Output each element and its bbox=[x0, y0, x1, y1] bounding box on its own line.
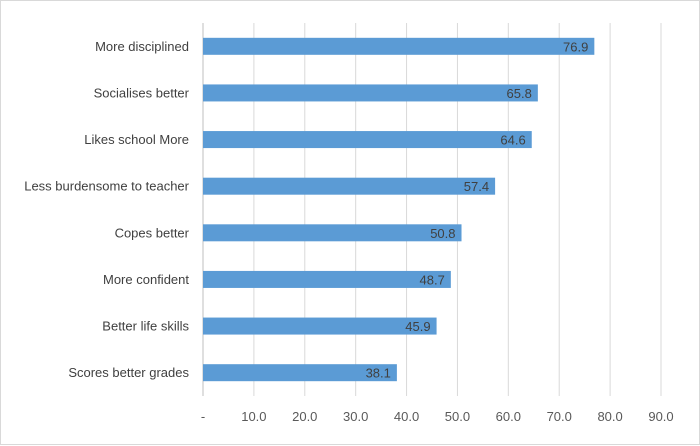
data-label: 64.6 bbox=[500, 133, 525, 148]
x-tick-label: 80.0 bbox=[597, 409, 622, 424]
x-tick-label: 70.0 bbox=[547, 409, 572, 424]
gridlines bbox=[202, 23, 662, 396]
data-label: 76.9 bbox=[563, 39, 588, 54]
category-label: Likes school More bbox=[84, 132, 189, 147]
bar bbox=[203, 270, 451, 288]
data-label: 45.9 bbox=[405, 319, 430, 334]
x-tick-label: 30.0 bbox=[343, 409, 368, 424]
data-label: 65.8 bbox=[507, 86, 532, 101]
x-tick-label: 20.0 bbox=[292, 409, 317, 424]
category-label: Copes better bbox=[115, 225, 190, 240]
x-tick-label: 60.0 bbox=[496, 409, 521, 424]
bar bbox=[203, 37, 595, 55]
bar bbox=[203, 224, 462, 242]
x-tick-label: - bbox=[201, 409, 205, 424]
category-label: More confident bbox=[103, 272, 189, 287]
x-tick-label: 50.0 bbox=[445, 409, 470, 424]
bars bbox=[203, 37, 595, 382]
category-label: Scores better grades bbox=[68, 365, 189, 380]
category-label: Less burdensome to teacher bbox=[24, 179, 189, 194]
data-label: 38.1 bbox=[366, 366, 391, 381]
labels: - 10.0 20.0 30.0 40.0 50.0 60.0 70.0 80.0 90.0 Mor… bbox=[24, 39, 673, 424]
x-tick-label: 10.0 bbox=[241, 409, 266, 424]
x-tick-label: 90.0 bbox=[648, 409, 673, 424]
data-label: 50.8 bbox=[430, 226, 455, 241]
bar bbox=[203, 84, 538, 102]
data-label: 57.4 bbox=[464, 179, 489, 194]
category-label: Better life skills bbox=[102, 319, 189, 334]
x-tick-label: 40.0 bbox=[394, 409, 419, 424]
data-label: 48.7 bbox=[420, 272, 445, 287]
category-label: Socialises better bbox=[94, 85, 190, 100]
bar bbox=[203, 131, 532, 149]
bar bbox=[203, 364, 397, 382]
bar bbox=[203, 177, 496, 195]
category-label: More disciplined bbox=[95, 39, 189, 54]
bar bbox=[203, 317, 437, 335]
